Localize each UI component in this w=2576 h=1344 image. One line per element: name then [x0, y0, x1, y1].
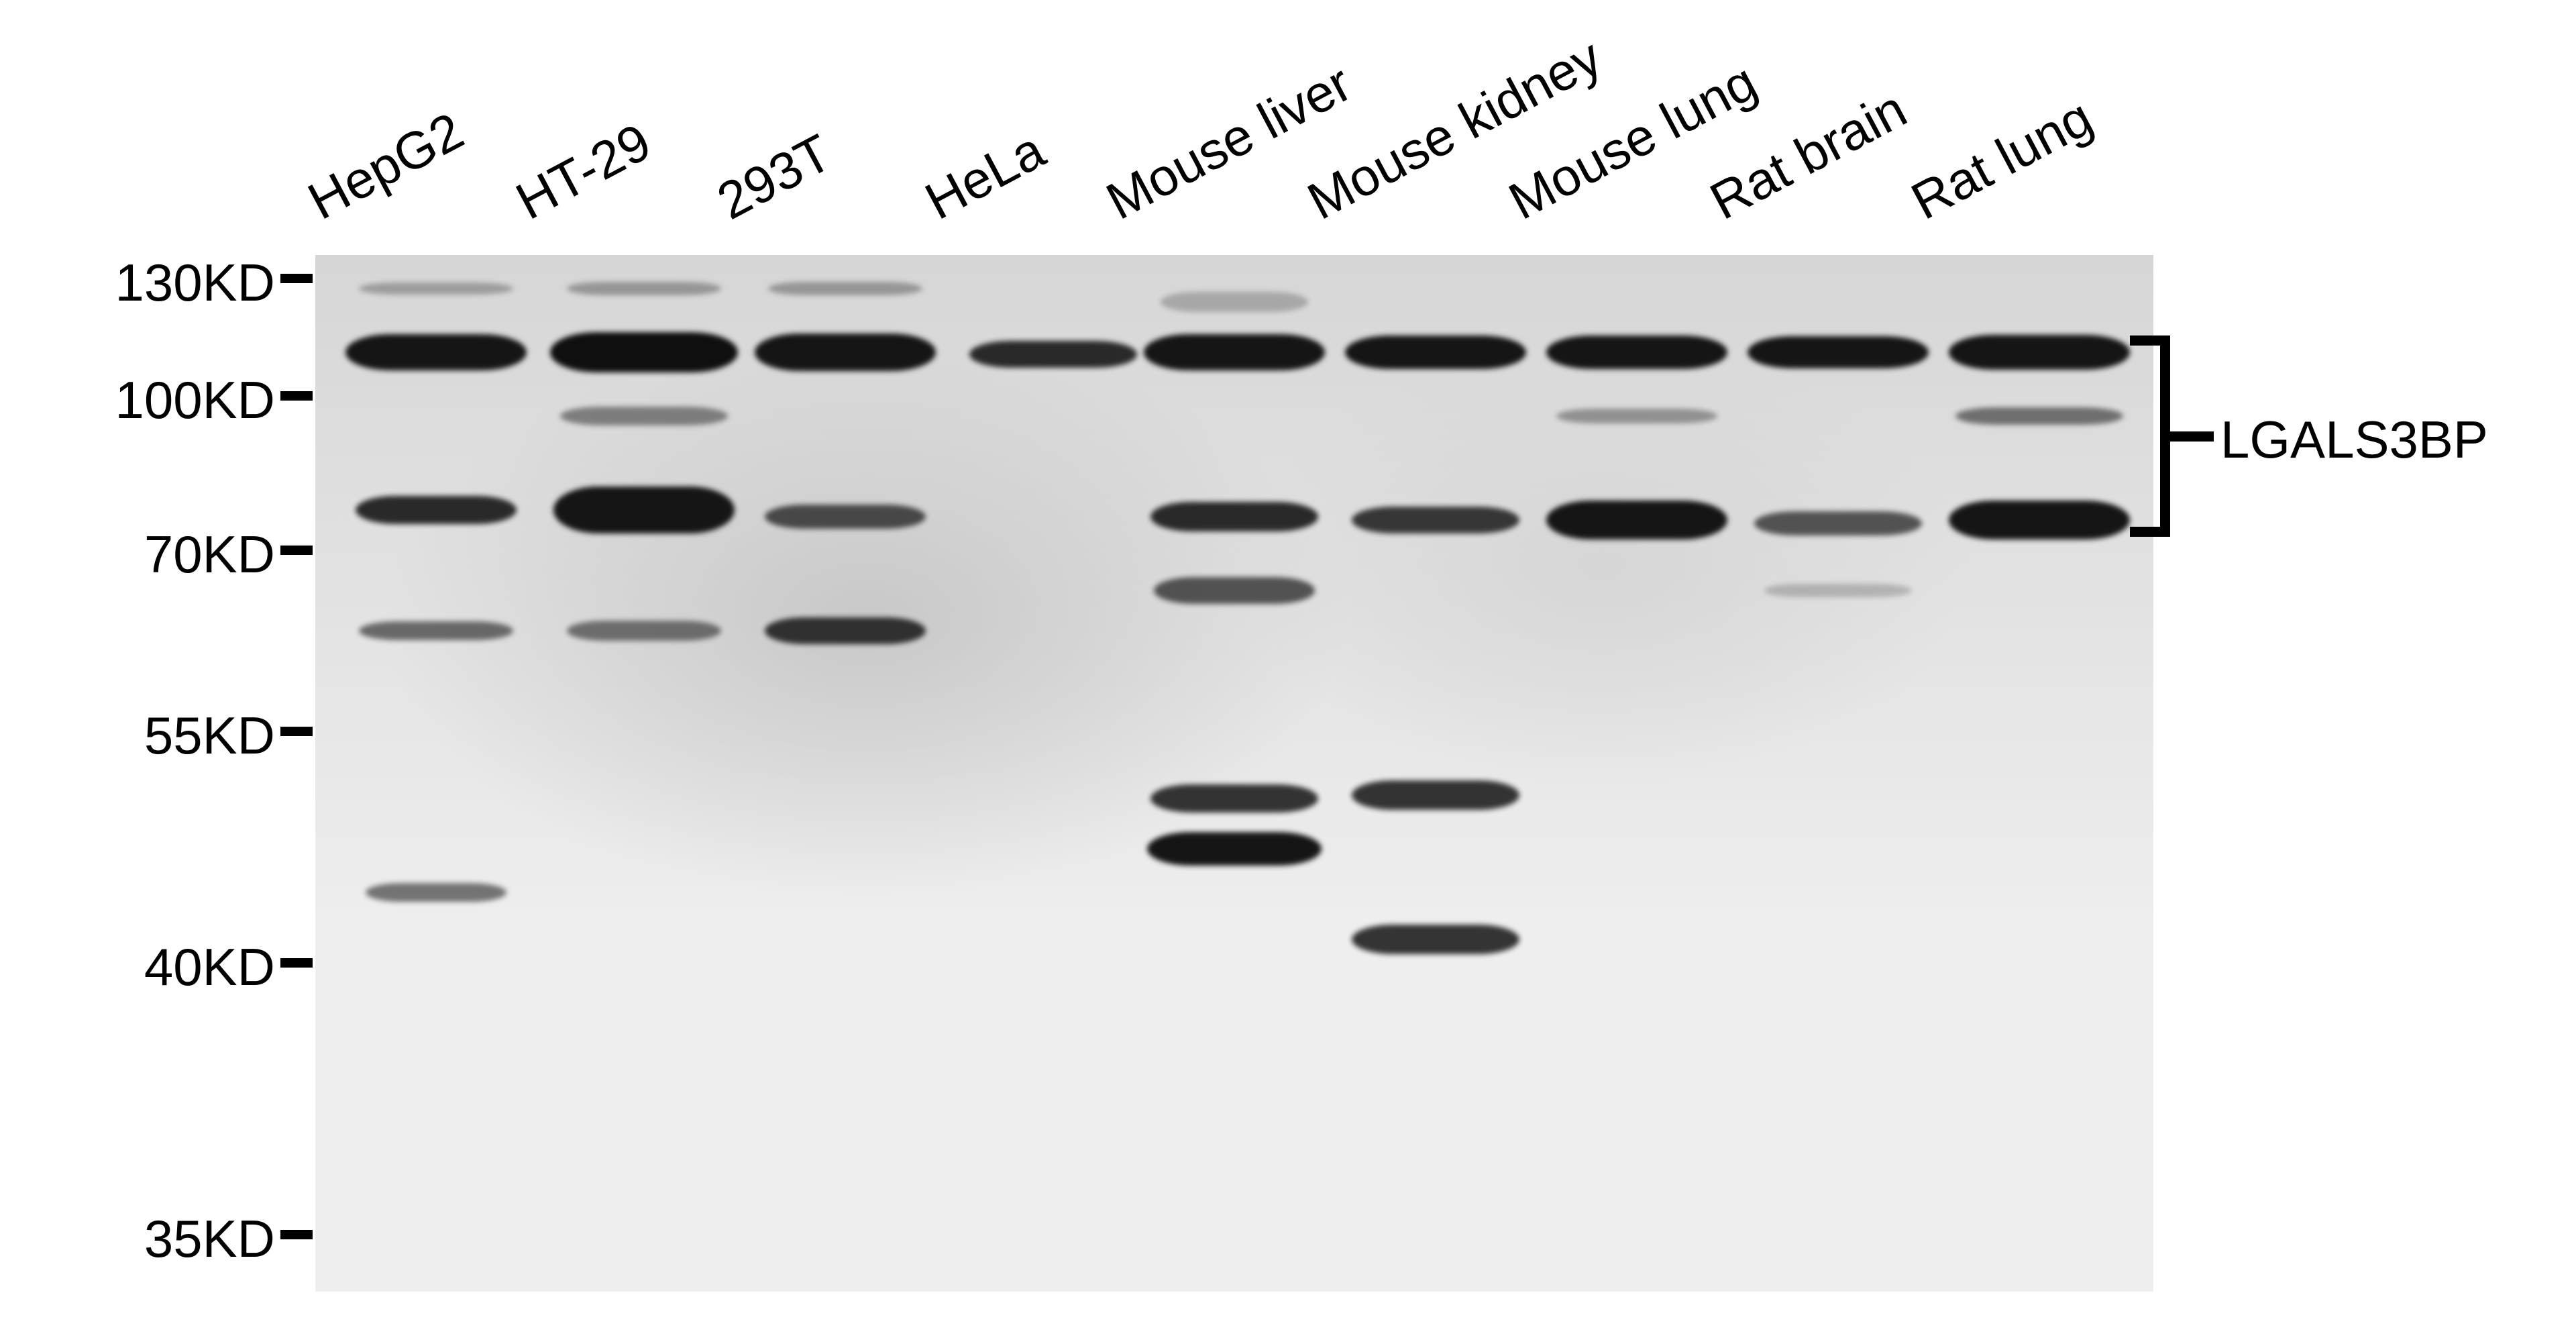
mw-label: 100KD	[115, 370, 276, 431]
protein-band	[768, 282, 922, 295]
mw-label: 55KD	[144, 705, 275, 766]
protein-band	[1955, 407, 2123, 425]
protein-band	[1949, 335, 2130, 370]
lane-label: Rat lung	[1902, 87, 2102, 232]
protein-band	[1150, 502, 1318, 531]
protein-band	[1556, 409, 1717, 423]
protein-band	[1352, 507, 1519, 533]
protein-band	[567, 621, 721, 641]
western-blot-figure: HepG2HT-29293THeLaMouse liverMouse kidne…	[0, 0, 2576, 1344]
mw-tick	[280, 274, 313, 283]
protein-band	[359, 282, 513, 295]
protein-band	[765, 505, 926, 529]
protein-band	[1546, 501, 1727, 539]
protein-band	[1161, 292, 1308, 312]
protein-band	[1144, 334, 1325, 370]
protein-band	[1345, 335, 1526, 369]
lane-label: HepG2	[299, 100, 474, 231]
mw-tick	[280, 958, 313, 968]
protein-band	[1352, 780, 1519, 810]
target-bracket	[2160, 335, 2170, 537]
protein-band	[356, 496, 517, 524]
mw-tick	[280, 1230, 313, 1239]
protein-band	[755, 333, 936, 371]
protein-band	[1150, 784, 1318, 813]
protein-band	[567, 282, 721, 295]
protein-band	[1748, 336, 1929, 368]
mw-label: 35KD	[144, 1208, 275, 1270]
protein-band	[1154, 577, 1315, 604]
mw-tick	[280, 727, 313, 736]
protein-band	[345, 334, 527, 370]
protein-band	[1147, 832, 1322, 866]
target-protein-label: LGALS3BP	[2220, 409, 2488, 470]
protein-band	[969, 341, 1137, 368]
protein-band	[550, 332, 738, 372]
target-bracket	[2130, 527, 2170, 537]
mw-label: 40KD	[144, 937, 275, 998]
protein-band	[1546, 335, 1727, 369]
target-bracket	[2130, 335, 2170, 346]
protein-band	[359, 621, 513, 640]
protein-band	[765, 617, 926, 644]
mw-label: 70KD	[144, 524, 275, 585]
protein-band	[1764, 584, 1912, 597]
mw-tick	[280, 391, 313, 401]
protein-band	[1754, 511, 1922, 535]
protein-band	[1949, 501, 2130, 539]
lane-label: 293T	[708, 122, 842, 232]
protein-band	[553, 486, 735, 533]
protein-band	[560, 407, 728, 425]
protein-band	[1352, 925, 1519, 954]
protein-band	[366, 883, 506, 902]
mw-tick	[280, 546, 313, 555]
lane-label: HeLa	[916, 119, 1055, 232]
lane-label: HT-29	[506, 111, 661, 232]
target-bracket	[2170, 431, 2214, 442]
mw-label: 130KD	[115, 252, 276, 313]
